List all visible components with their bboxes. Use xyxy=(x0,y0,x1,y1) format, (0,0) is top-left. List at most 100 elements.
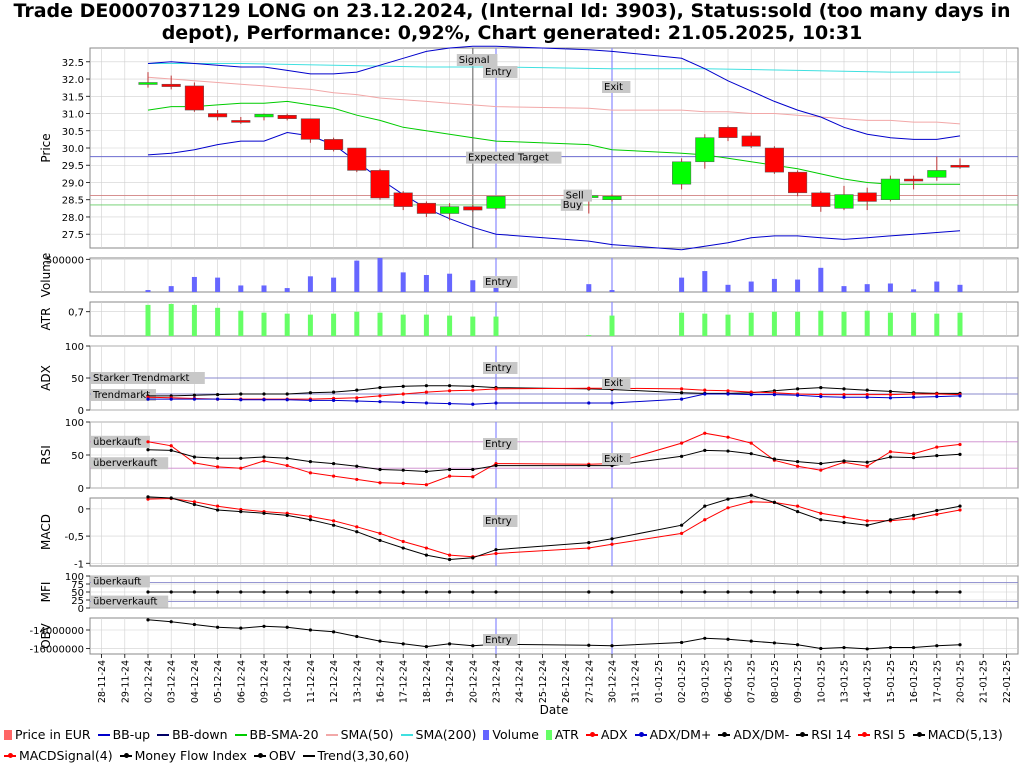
buy-label: Buy xyxy=(560,198,584,211)
mfi-overbought-label: überkauft xyxy=(91,575,150,588)
adx-line-point xyxy=(355,396,359,400)
legend-item: MACDSignal(4) xyxy=(4,748,113,763)
macd-ytick-label: -0,5 xyxy=(64,532,84,543)
legend-dot xyxy=(589,732,595,737)
adx-entry-label-bg xyxy=(483,362,518,374)
adx-dm-plus-line-point xyxy=(424,401,428,405)
legend-label: BB-SMA-20 xyxy=(249,727,319,742)
macd-line-point xyxy=(796,510,800,514)
adx-dm-plus-line-point xyxy=(448,402,452,406)
adx-dm-plus-line-point xyxy=(401,400,405,404)
macd-line-point xyxy=(935,508,939,513)
volume-bar xyxy=(261,285,267,292)
candle-body xyxy=(161,83,181,87)
legend-symbol xyxy=(483,730,490,740)
candle-body xyxy=(927,170,947,178)
macd-ylabel: MACD xyxy=(39,514,53,550)
x-tick-label: 26-12-24 xyxy=(561,660,572,703)
bb-up-line xyxy=(147,45,961,140)
legend-symbol xyxy=(796,732,809,737)
sell-label-text: Sell xyxy=(566,191,584,202)
obv-line-point xyxy=(703,636,707,640)
atr-bar xyxy=(702,313,708,336)
legend-label: BB-down xyxy=(172,727,228,742)
mfi-line-point xyxy=(424,590,428,594)
legend-label: ATR xyxy=(554,727,579,742)
rsi14-line-point xyxy=(332,461,336,466)
adx-dm-minus-line-point xyxy=(796,387,800,391)
adx-line-point xyxy=(726,389,730,393)
atr-bar xyxy=(400,314,406,336)
adx-dm-minus-line-point xyxy=(192,393,196,397)
rsi5-line-point xyxy=(216,465,220,469)
legend-item: BB-down xyxy=(157,727,228,742)
adx-line-point xyxy=(494,387,498,391)
macd-signal-line-point xyxy=(749,500,753,504)
obv-line-point xyxy=(865,647,869,651)
legend-dot xyxy=(862,732,868,737)
mfi-line-point xyxy=(355,590,359,594)
mfi-line-point xyxy=(610,590,614,594)
legend-symbol xyxy=(119,753,132,758)
adx-exit-label: Exit xyxy=(602,377,631,389)
rsi14-line-point xyxy=(494,463,498,468)
rsi5-line-point xyxy=(146,440,150,444)
atr-bar xyxy=(771,311,777,336)
obv-line-point xyxy=(262,624,266,628)
legend-symbol xyxy=(912,732,925,737)
rsi5-line-point xyxy=(912,452,916,456)
atr-bar xyxy=(934,313,940,336)
legend-label: OBV xyxy=(268,748,296,763)
macd-signal-line-point xyxy=(703,518,707,522)
adx-dm-plus-line-point xyxy=(726,392,730,396)
adx-line-point xyxy=(842,393,846,397)
legend-symbol xyxy=(545,730,552,740)
mfi-overbought-label-bg xyxy=(91,575,150,588)
rsi-overbought-label: überkauft xyxy=(91,435,150,448)
volume-bar xyxy=(771,278,777,292)
mfi-line-point xyxy=(285,590,289,594)
legend-label: Trend(3,30,60) xyxy=(317,748,410,763)
buy-label-text: Buy xyxy=(563,200,582,211)
volume-bar xyxy=(725,284,731,292)
legend-item: MACD(5,13) xyxy=(912,727,1003,742)
rsi14-line-point xyxy=(216,456,220,460)
macd-line-point xyxy=(726,497,730,501)
rsi14-line-point xyxy=(587,463,591,468)
macd-signal-line-point xyxy=(726,506,730,510)
adx-dm-plus-line-point xyxy=(587,401,591,405)
macd-signal-line-point xyxy=(216,504,220,508)
mfi-line-point xyxy=(842,590,846,594)
rsi14-line-point xyxy=(935,454,939,458)
x-tick-label: 10-01-25 xyxy=(816,660,827,703)
rsi14-line-point xyxy=(749,452,753,456)
trendmarkt-label-text: Trendmarkt xyxy=(92,390,150,401)
rsi5-line-point xyxy=(726,435,730,439)
x-tick-label: 29-11-24 xyxy=(120,660,131,703)
candle-body xyxy=(602,196,622,200)
mfi-line-point xyxy=(912,590,916,594)
mfi-ytick-label: 0 xyxy=(78,604,84,615)
macd-signal-line-point xyxy=(308,514,312,519)
atr-ytick-label: 0,7 xyxy=(68,308,84,319)
x-tick-label: 18-12-24 xyxy=(422,660,433,703)
rsi14-line-point xyxy=(448,467,452,472)
x-tick-label: 23-12-24 xyxy=(492,660,503,703)
rsi14-line-point xyxy=(401,468,405,472)
macd-signal-line-point xyxy=(332,519,336,523)
mfi-line-point xyxy=(587,590,591,594)
rsi5-line-point xyxy=(262,459,266,463)
atr-bar xyxy=(377,312,383,336)
volume-bar xyxy=(145,290,151,292)
adx-dm-minus-line-point xyxy=(285,392,289,396)
volume-bar xyxy=(911,289,917,292)
volume-bar xyxy=(423,275,429,292)
adx-line-point xyxy=(888,393,893,397)
x-tick-label: 25-12-24 xyxy=(538,660,549,703)
price-ytick-label: 31.5 xyxy=(62,92,84,103)
macd-signal-line-point xyxy=(865,519,869,523)
price-ytick-label: 28.0 xyxy=(62,213,84,224)
x-tick-label: 08-01-25 xyxy=(770,660,781,703)
legend-item: ADX xyxy=(585,727,628,742)
adx-ylabel: ADX xyxy=(39,365,53,391)
